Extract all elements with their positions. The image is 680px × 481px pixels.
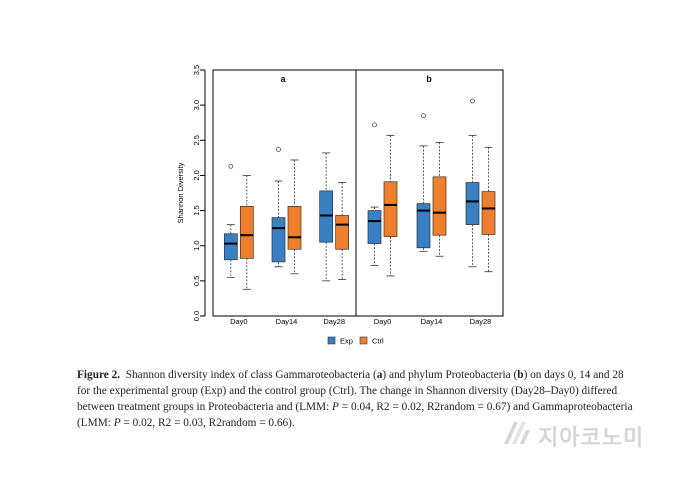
outlier-point xyxy=(228,163,234,169)
y-tick-label: 3.0 xyxy=(192,100,201,110)
box-exp xyxy=(416,113,431,252)
caption-p2: P xyxy=(113,417,121,429)
caption-panel-a: a xyxy=(376,369,383,381)
box-exp xyxy=(271,147,286,268)
y-tick-label: 0.0 xyxy=(192,311,201,321)
panel-label-b: b xyxy=(426,74,432,84)
x-tick-label: Day0 xyxy=(230,317,248,326)
panel-label-a: a xyxy=(280,74,286,84)
caption-p1: P xyxy=(332,401,339,413)
legend-swatch-ctrl xyxy=(359,336,368,345)
box-body xyxy=(223,233,238,261)
box-exp xyxy=(465,98,480,268)
caption-stats-1: = 0.04, R2 = 0.02, R2random = 0.67) and … xyxy=(77,401,633,429)
caption-label: Figure 2. xyxy=(77,369,121,381)
box-body xyxy=(287,206,302,250)
y-tick-label: 1.0 xyxy=(192,240,201,250)
outlier-point xyxy=(276,147,281,152)
watermark-logo-icon xyxy=(504,422,530,444)
x-tick-label: Day28 xyxy=(323,317,345,326)
caption-text-3: ) on days 0, 14 and 28 for the experimen… xyxy=(77,369,624,413)
box-body xyxy=(416,203,431,249)
x-axis-labels: Day0 Day14 Day28 Day0 Day14 Day28 xyxy=(230,317,491,326)
outlier-point xyxy=(470,98,475,104)
box-ctrl xyxy=(481,146,496,273)
box-body xyxy=(239,206,254,259)
box-body xyxy=(367,210,382,244)
caption-text-1: Shannon diversity index of class Gammaro… xyxy=(125,369,377,381)
legend-swatch-exp xyxy=(327,336,336,345)
box-ctrl xyxy=(335,182,350,280)
legend-label-ctrl: Ctrl xyxy=(372,337,384,346)
x-tick-label: Day28 xyxy=(470,317,492,326)
box-body xyxy=(335,215,350,250)
box-exp xyxy=(223,163,238,278)
outlier-point xyxy=(421,113,426,119)
box-ctrl xyxy=(287,159,302,275)
x-tick-label: Day14 xyxy=(276,317,298,326)
y-tick-label: 1.5 xyxy=(192,205,201,215)
box-body xyxy=(465,182,480,225)
plot-frame xyxy=(212,69,504,317)
y-tick-label: 0.5 xyxy=(192,276,201,286)
box-ctrl xyxy=(383,134,398,277)
y-tick-label: 2.0 xyxy=(192,170,201,180)
box-exp xyxy=(367,122,382,266)
outlier-point xyxy=(372,122,377,128)
box-body xyxy=(319,190,334,243)
figure-caption: Figure 2. Shannon diversity index of cla… xyxy=(77,367,637,431)
y-tick-label: 2.5 xyxy=(192,135,201,145)
box-body xyxy=(271,217,286,263)
x-tick-label: Day0 xyxy=(374,317,392,326)
legend: Exp Ctrl xyxy=(327,336,384,346)
boxes xyxy=(223,98,496,290)
caption-text-2: ) and phylum Proteobacteria ( xyxy=(382,369,518,381)
x-tick-label: Day14 xyxy=(421,317,443,326)
box-body xyxy=(383,181,398,237)
box-ctrl xyxy=(432,141,447,257)
box-ctrl xyxy=(239,175,254,290)
y-axis: 0.0 0.5 1.0 1.5 2.0 2.5 3.0 3.5 xyxy=(192,65,206,321)
y-tick-label: 3.5 xyxy=(192,65,201,75)
box-exp xyxy=(319,152,334,282)
y-axis-label: Shannon Diversity xyxy=(176,162,185,223)
box-body xyxy=(481,191,496,235)
legend-label-exp: Exp xyxy=(340,337,353,346)
watermark-text: 지아코노미 xyxy=(538,426,645,451)
caption-stats-2: = 0.02, R2 = 0.03, R2random = 0.66). xyxy=(120,417,295,429)
caption-panel-b: b xyxy=(517,369,524,381)
box-body xyxy=(432,176,447,236)
